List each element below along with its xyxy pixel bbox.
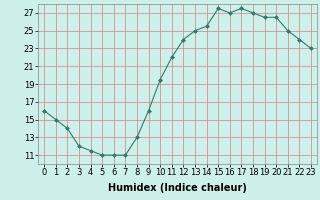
X-axis label: Humidex (Indice chaleur): Humidex (Indice chaleur) bbox=[108, 183, 247, 193]
